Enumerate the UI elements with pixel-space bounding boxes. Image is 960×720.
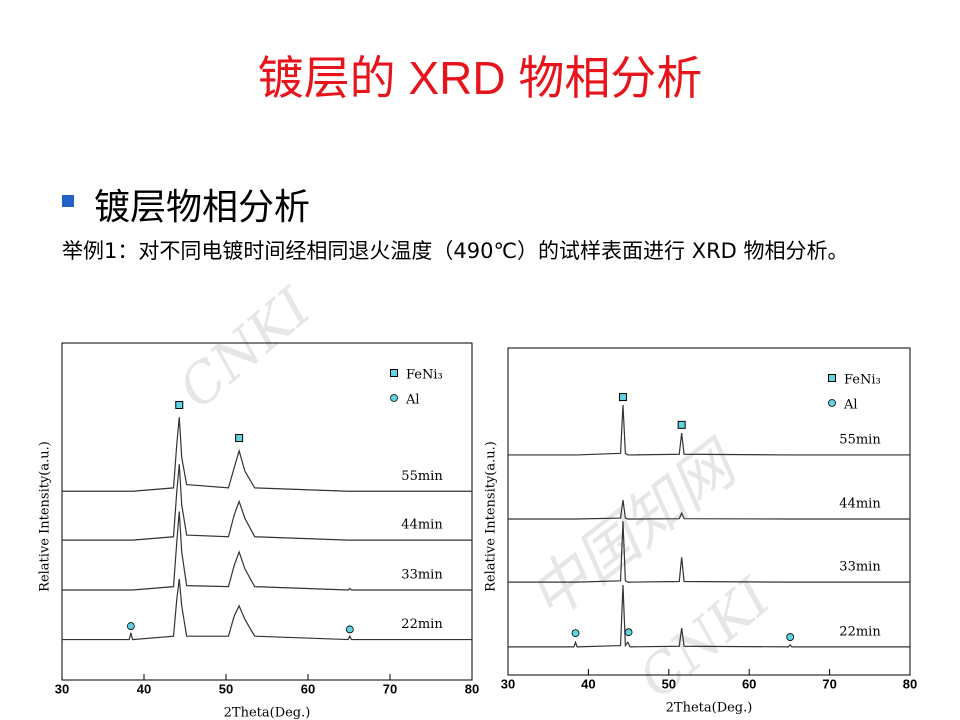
trace bbox=[508, 499, 910, 520]
legend-label: FeNi₃ bbox=[406, 368, 443, 383]
marker bbox=[624, 628, 633, 637]
plot-frame bbox=[61, 342, 473, 681]
trace bbox=[508, 521, 910, 583]
trace-label: 44min bbox=[839, 497, 881, 512]
slide-title: 镀层的 XRD 物相分析 bbox=[257, 52, 703, 104]
legend-marker bbox=[390, 394, 398, 402]
trace-label: 55min bbox=[839, 432, 881, 447]
x-tick-label: 40 bbox=[581, 676, 595, 691]
trace bbox=[62, 464, 472, 541]
marker bbox=[235, 434, 244, 443]
x-tick-label: 80 bbox=[465, 681, 479, 696]
legend-marker bbox=[828, 399, 836, 407]
marker bbox=[618, 393, 627, 402]
plot-frame bbox=[507, 347, 911, 676]
trace-label: 22min bbox=[839, 624, 881, 639]
paragraph: 举例1：对不同电镀时间经相同退火温度（490℃）的试样表面进行 XRD 物相分析… bbox=[62, 239, 849, 263]
bullet: 镀层物相分析 bbox=[62, 178, 310, 230]
x-tick-label: 60 bbox=[301, 681, 315, 696]
legend-marker bbox=[828, 374, 836, 382]
marker bbox=[345, 625, 354, 634]
trace-label: 33min bbox=[401, 568, 443, 583]
trace bbox=[62, 417, 472, 492]
trace bbox=[62, 578, 472, 641]
x-tick-label: 50 bbox=[662, 676, 676, 691]
marker bbox=[786, 633, 795, 641]
x-axis-label: 2Theta(Deg.) bbox=[224, 706, 311, 720]
y-axis-label: Relative Intensity(a.u.) bbox=[38, 441, 53, 592]
watermark: CNKI bbox=[167, 275, 324, 421]
trace-label: 55min bbox=[401, 469, 443, 484]
x-tick-label: 40 bbox=[137, 681, 151, 696]
x-tick-label: 30 bbox=[501, 676, 515, 691]
legend-label: FeNi₃ bbox=[844, 373, 881, 388]
marker bbox=[126, 622, 135, 630]
marker bbox=[175, 401, 184, 410]
trace bbox=[508, 404, 910, 456]
watermark: CNKI bbox=[627, 565, 784, 711]
trace-label: 22min bbox=[401, 617, 443, 632]
y-axis-label: Relative Intensity(a.u.) bbox=[484, 441, 499, 592]
marker bbox=[677, 420, 686, 429]
x-axis-label: 2Theta(Deg.) bbox=[666, 701, 753, 716]
trace bbox=[508, 585, 910, 648]
trace-label: 33min bbox=[839, 560, 881, 575]
x-tick-label: 80 bbox=[903, 676, 917, 691]
x-tick-label: 60 bbox=[742, 676, 756, 691]
legend-marker bbox=[390, 369, 398, 377]
x-tick-label: 50 bbox=[219, 681, 233, 696]
x-tick-label: 30 bbox=[55, 681, 69, 696]
x-tick-label: 70 bbox=[383, 681, 397, 696]
trace bbox=[62, 511, 472, 591]
trace-label: 44min bbox=[401, 518, 443, 533]
legend-label: Al bbox=[843, 398, 858, 413]
marker bbox=[571, 629, 580, 638]
x-tick-label: 70 bbox=[822, 676, 836, 691]
legend-label: Al bbox=[405, 393, 420, 408]
